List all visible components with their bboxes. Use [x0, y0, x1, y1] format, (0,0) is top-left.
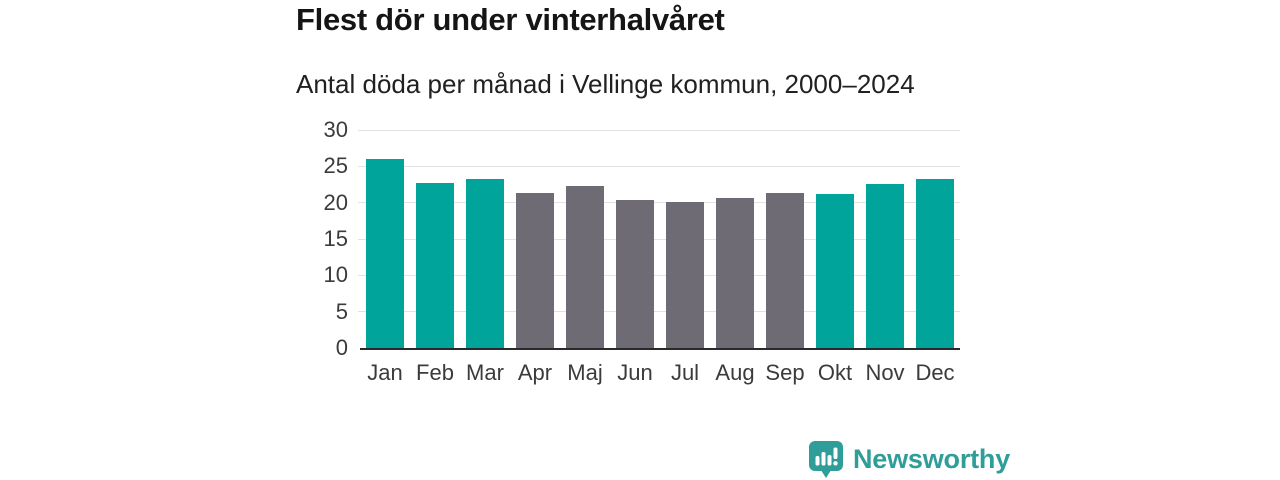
- x-axis-label-nov: Nov: [865, 360, 905, 385]
- bar-jun: [616, 199, 654, 348]
- gridline-y-15: [358, 238, 960, 240]
- gridline-y-20: [358, 202, 960, 204]
- newsworthy-wordmark: Newsworthy: [853, 444, 1011, 474]
- gridline-y-5: [358, 311, 960, 313]
- x-axis-label-jan: Jan: [367, 360, 403, 385]
- x-axis-label-jul: Jul: [670, 360, 700, 385]
- y-axis-tick-20: 20: [323, 189, 348, 215]
- bar-aug: [716, 198, 754, 348]
- chart-subtitle: Antal döda per månad i Vellinge kommun, …: [296, 69, 915, 99]
- x-axis-label-apr: Apr: [517, 360, 553, 385]
- x-axis-label-okt: Okt: [817, 360, 853, 385]
- newsworthy-bubble-chart-icon: [809, 441, 843, 478]
- bar-maj: [566, 185, 604, 348]
- bar-apr: [516, 193, 554, 348]
- x-axis-label-dec: Dec: [915, 360, 955, 385]
- bar-feb: [416, 183, 454, 348]
- x-axis-label-maj: Maj: [567, 360, 603, 385]
- x-axis-label-jun: Jun: [617, 360, 653, 385]
- x-axis-label-mar: Mar: [466, 360, 504, 385]
- y-axis-tick-10: 10: [323, 262, 348, 288]
- gridline-y-10: [358, 274, 960, 276]
- newsworthy-logo[interactable]: Newsworthy: [809, 441, 1010, 478]
- x-axis-label-aug: Aug: [715, 360, 755, 385]
- bar-nov: [866, 183, 904, 348]
- bar-okt: [816, 193, 854, 348]
- bar-mar: [466, 178, 504, 348]
- y-axis-tick-30: 30: [323, 117, 348, 142]
- y-axis-tick-15: 15: [323, 226, 348, 251]
- y-axis-tick-0: 0: [335, 335, 348, 360]
- x-axis-label-feb: Feb: [416, 360, 454, 385]
- bar-sep: [766, 192, 804, 348]
- bar-jan: [366, 159, 404, 348]
- x-axis-label-sep: Sep: [765, 360, 805, 385]
- y-axis-tick-5: 5: [335, 298, 348, 324]
- bar-jul: [666, 201, 704, 348]
- chart-title: Flest dör under vinterhalvåret: [296, 2, 725, 37]
- bar-chart-plot-area: 0 5 10 15 20 25 30 Jan Feb Mar Apr Maj Jun Jul Aug Sep O…: [324, 117, 960, 385]
- gridline-y-30: [358, 129, 960, 131]
- y-axis-tick-25: 25: [323, 153, 348, 179]
- gridline-y-25: [358, 165, 960, 167]
- bar-dec: [916, 178, 954, 348]
